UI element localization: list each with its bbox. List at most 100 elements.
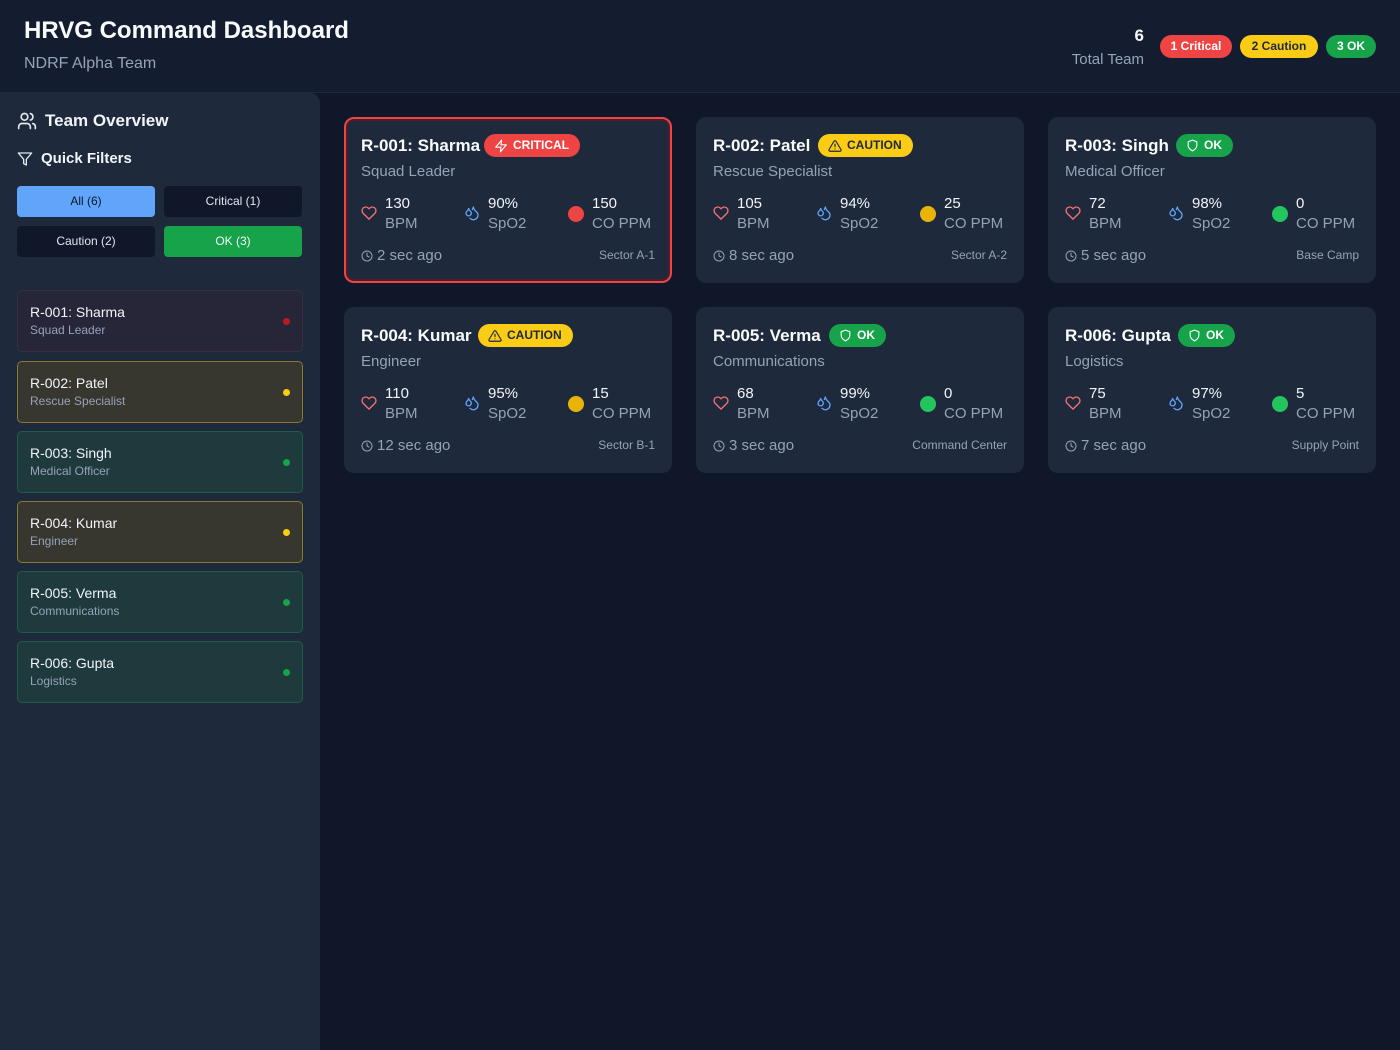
status-dot (283, 599, 290, 606)
member-role: Rescue Specialist (30, 394, 126, 408)
heart-rate-unit: BPM (385, 215, 418, 232)
last-update: 12 sec ago (361, 437, 450, 454)
heart-icon (361, 206, 377, 220)
clock-icon (361, 250, 373, 261)
filter-critical-button[interactable]: Critical (1) (164, 186, 302, 217)
last-update-text: 7 sec ago (1081, 437, 1147, 454)
droplets-icon (817, 396, 831, 411)
total-team-count: 6 (1134, 26, 1144, 45)
member-name: R-005: Verma (30, 585, 117, 601)
member-item[interactable]: R-003: Singh Medical Officer (17, 431, 303, 493)
member-card[interactable]: R-001: Sharma CRITICAL Squad Leader 130 … (344, 117, 672, 283)
card-name: R-005: Verma (713, 326, 821, 345)
shield-icon (840, 329, 851, 342)
last-update: 2 sec ago (361, 247, 442, 264)
status-badge: OK (1178, 324, 1235, 347)
member-item[interactable]: R-002: Patel Rescue Specialist (17, 361, 303, 423)
member-role: Engineer (30, 534, 79, 548)
filter-ok-button[interactable]: OK (3) (164, 226, 302, 257)
droplets-icon (465, 206, 479, 221)
co-status-dot (568, 396, 584, 412)
sector-label: Base Camp (1296, 248, 1359, 262)
status-dot (283, 529, 290, 536)
heart-rate-value: 75 (1089, 385, 1106, 402)
member-item[interactable]: R-001: Sharma Squad Leader (17, 290, 303, 352)
status-badge-label: OK (857, 328, 875, 342)
status-dot (283, 459, 290, 466)
spo2-value: 99% (840, 385, 871, 402)
alert-triangle-icon (488, 329, 502, 342)
heart-rate-value: 110 (385, 385, 409, 402)
droplets-icon (1169, 206, 1183, 221)
heart-rate-unit: BPM (1089, 405, 1122, 422)
last-update-text: 2 sec ago (377, 247, 443, 264)
co-status-dot (920, 206, 936, 222)
member-card[interactable]: R-004: Kumar CAUTION Engineer 110 BPM 95… (344, 307, 672, 473)
member-item[interactable]: R-005: Verma Communications (17, 571, 303, 633)
shield-icon (1187, 139, 1198, 152)
status-badge-label: CAUTION (507, 328, 562, 342)
dashboard-header: HRVG Command Dashboard NDRF Alpha Team 6… (0, 0, 1400, 93)
co-value: 15 (592, 385, 609, 402)
member-role: Communications (30, 604, 120, 618)
spo2-unit: SpO2 (840, 215, 879, 232)
filter-caution-button[interactable]: Caution (2) (17, 226, 155, 257)
card-name: R-002: Patel (713, 136, 811, 155)
member-card[interactable]: R-003: Singh OK Medical Officer 72 BPM 9… (1048, 117, 1376, 283)
member-item[interactable]: R-006: Gupta Logistics (17, 641, 303, 703)
spo2-value: 98% (1192, 195, 1223, 212)
last-update: 5 sec ago (1065, 247, 1146, 264)
droplets-icon (465, 396, 479, 411)
total-team-label: Total Team (1071, 51, 1144, 68)
co-unit: CO PPM (944, 215, 1004, 232)
spo2-unit: SpO2 (1192, 215, 1231, 232)
member-name: R-006: Gupta (30, 655, 115, 671)
status-badge-label: OK (1204, 138, 1222, 152)
card-role: Squad Leader (361, 163, 456, 180)
heart-rate-unit: BPM (385, 405, 418, 422)
clock-icon (361, 440, 373, 451)
last-update-text: 8 sec ago (729, 247, 795, 264)
team-overview-label: Team Overview (45, 111, 169, 130)
spo2-value: 95% (488, 385, 519, 402)
heart-icon (713, 396, 729, 410)
heart-rate-unit: BPM (1089, 215, 1122, 232)
spo2-unit: SpO2 (488, 215, 527, 232)
quick-filters-label: Quick Filters (41, 150, 132, 167)
member-name: R-004: Kumar (30, 515, 118, 531)
heart-icon (1065, 206, 1081, 220)
clock-icon (713, 250, 725, 261)
member-role: Squad Leader (30, 323, 106, 337)
status-dot (283, 669, 290, 676)
status-badge: OK (1176, 134, 1233, 157)
quick-filters-heading: Quick Filters (17, 150, 132, 167)
co-unit: CO PPM (1296, 405, 1356, 422)
co-unit: CO PPM (592, 405, 652, 422)
sector-label: Supply Point (1291, 438, 1359, 452)
sector-label: Sector A-1 (598, 248, 655, 262)
spo2-value: 97% (1192, 385, 1223, 402)
co-status-dot (920, 396, 936, 412)
droplets-icon (817, 206, 831, 221)
droplets-icon (1169, 396, 1183, 411)
spo2-unit: SpO2 (1192, 405, 1231, 422)
co-value: 150 (592, 195, 618, 212)
co-unit: CO PPM (1296, 215, 1356, 232)
last-update-text: 12 sec ago (377, 437, 451, 454)
member-role: Logistics (30, 674, 77, 688)
member-role: Medical Officer (30, 464, 110, 478)
clock-icon (1065, 250, 1077, 261)
filter-all-button[interactable]: All (6) (17, 186, 155, 217)
member-name: R-002: Patel (30, 375, 108, 391)
card-name: R-004: Kumar (361, 326, 472, 345)
last-update-text: 5 sec ago (1081, 247, 1147, 264)
co-unit: CO PPM (944, 405, 1004, 422)
member-name: R-001: Sharma (30, 304, 125, 320)
clock-icon (1065, 440, 1077, 451)
status-badge: CAUTION (478, 324, 573, 347)
member-card[interactable]: R-002: Patel CAUTION Rescue Specialist 1… (696, 117, 1024, 283)
member-item[interactable]: R-004: Kumar Engineer (17, 501, 303, 563)
member-card[interactable]: R-005: Verma OK Communications 68 BPM 99… (696, 307, 1024, 473)
member-card[interactable]: R-006: Gupta OK Logistics 75 BPM 97% SpO… (1048, 307, 1376, 473)
co-value: 0 (944, 385, 953, 402)
